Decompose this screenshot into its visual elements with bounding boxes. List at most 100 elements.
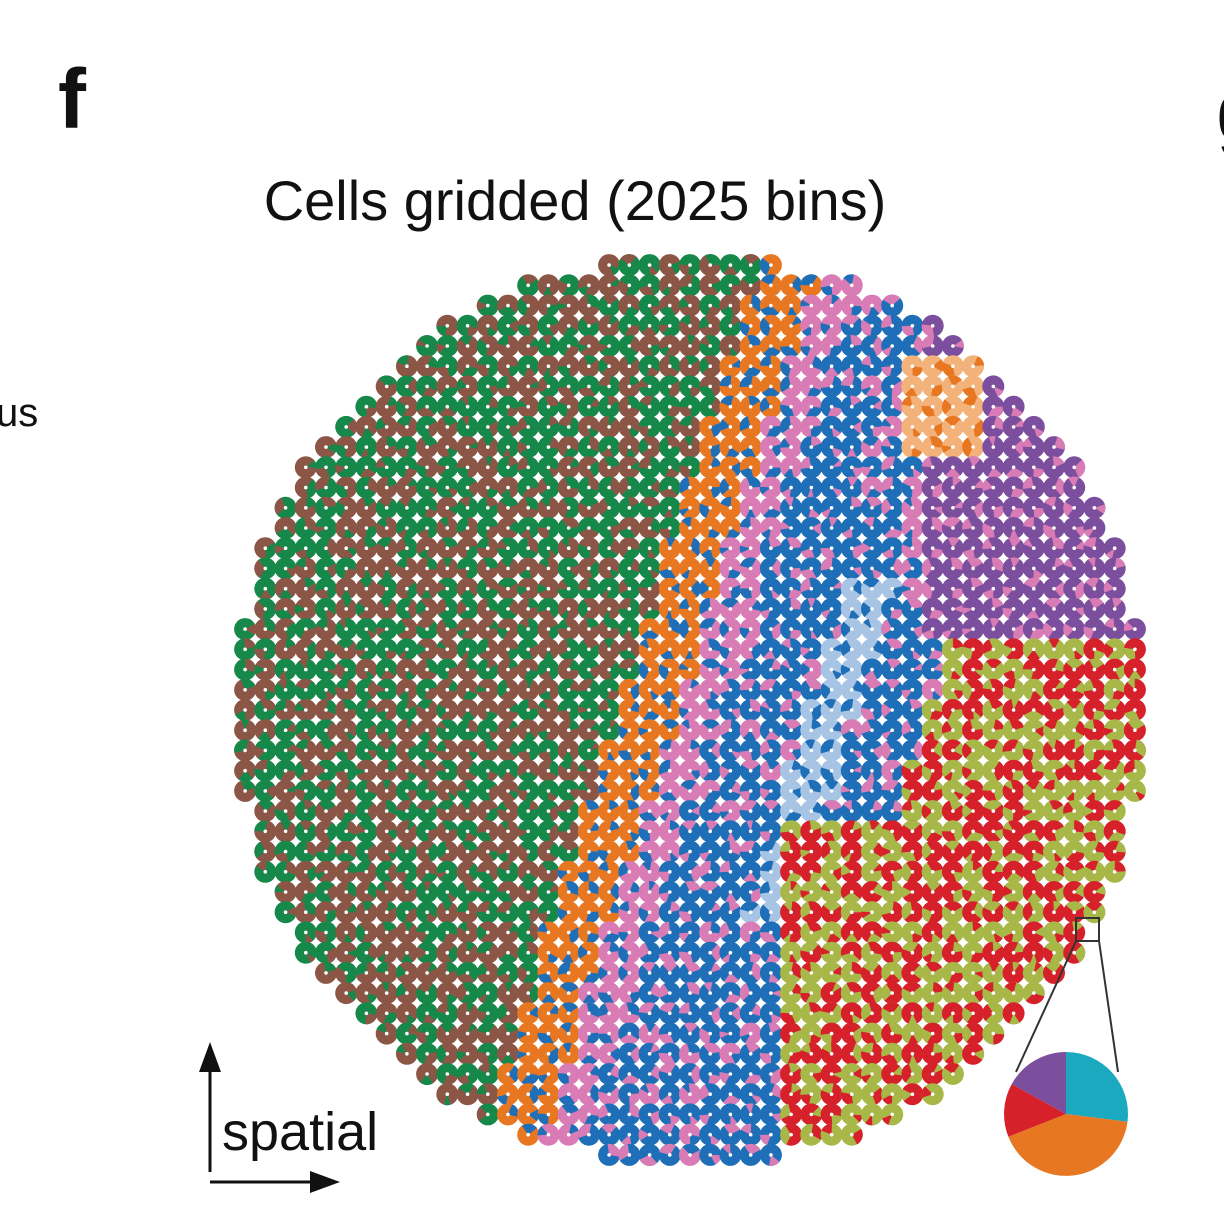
bin-center	[283, 748, 288, 753]
bin-center	[526, 283, 530, 288]
bin-slice	[809, 820, 822, 832]
bin-center	[890, 991, 894, 995]
bin-center	[587, 546, 591, 550]
bin-slice	[528, 921, 540, 941]
bin-center	[748, 789, 753, 793]
bin-slice	[982, 842, 994, 862]
bin-slice	[783, 719, 801, 731]
bin-center	[688, 748, 692, 753]
bin-slice	[476, 941, 494, 953]
bin-slice	[649, 480, 661, 494]
bin-center	[506, 950, 510, 955]
bin-slice	[991, 597, 1004, 609]
bin-center	[789, 526, 793, 530]
bin-slice	[386, 396, 398, 407]
bin-center	[607, 688, 611, 692]
bin-center	[587, 930, 591, 935]
bin-slice	[355, 924, 367, 943]
bin-center	[546, 1072, 551, 1076]
bin-center	[445, 425, 450, 429]
bin-slice	[624, 305, 639, 317]
bin-slice	[537, 527, 549, 540]
bin-center	[809, 930, 814, 935]
bin-center	[566, 829, 571, 834]
bin-slice	[851, 1114, 863, 1123]
bin-center	[870, 1052, 874, 1056]
bin-center	[971, 364, 975, 369]
bin-slice	[447, 487, 459, 498]
bin-center	[587, 950, 591, 955]
bin-center	[930, 930, 935, 935]
bin-center	[384, 870, 389, 874]
bin-slice	[679, 951, 694, 964]
bin-center	[991, 404, 996, 409]
bin-center	[384, 748, 389, 753]
bin-center	[384, 1011, 389, 1016]
bin-center	[789, 849, 793, 854]
bin-center	[829, 1011, 834, 1016]
bin-slice	[685, 880, 701, 892]
bin-center	[809, 789, 814, 793]
bin-slice	[864, 678, 882, 690]
bin-slice	[667, 406, 681, 418]
bin-slice	[1033, 962, 1042, 973]
bin-slice	[537, 1087, 549, 1096]
bin-slice	[759, 740, 771, 756]
bin-slice	[278, 588, 293, 600]
bin-center	[647, 364, 652, 369]
bin-center	[566, 324, 571, 328]
bin-slice	[840, 639, 852, 656]
bin-slice	[669, 851, 679, 863]
bin-slice	[681, 820, 697, 832]
bin-slice	[638, 1129, 650, 1141]
bin-center	[344, 789, 349, 793]
bin-center	[344, 445, 349, 449]
bin-slice	[521, 487, 540, 499]
bin-center	[1112, 849, 1117, 854]
bin-center	[1052, 789, 1056, 793]
bin-center	[769, 1011, 773, 1016]
bin-center	[951, 667, 955, 672]
bin-center	[850, 728, 854, 732]
bin-slice	[538, 608, 555, 620]
bin-slice	[860, 466, 872, 477]
bin-center	[708, 930, 712, 935]
bin-slice	[548, 790, 557, 802]
bin-center	[708, 1031, 712, 1036]
bin-center	[809, 688, 814, 692]
bin-center	[364, 890, 369, 894]
bin-slice	[962, 395, 978, 407]
bin-slice	[1054, 932, 1065, 943]
bin-center	[688, 404, 692, 409]
bin-slice	[315, 871, 326, 881]
bin-center	[465, 586, 470, 591]
bin-center	[1092, 748, 1097, 753]
bin-slice	[557, 638, 569, 656]
bin-center	[870, 586, 874, 591]
bin-slice	[578, 781, 589, 791]
bin-center	[870, 688, 874, 692]
bin-center	[344, 829, 349, 834]
bin-slice	[485, 710, 498, 721]
bin-center	[445, 748, 450, 753]
bin-slice	[750, 1004, 762, 1017]
bin-slice	[1002, 644, 1014, 658]
bin-center	[890, 789, 894, 793]
bin-slice	[780, 346, 799, 358]
bin-center	[566, 688, 571, 692]
bin-center	[769, 1072, 773, 1076]
bin-center	[850, 526, 854, 530]
bin-slice	[476, 925, 488, 941]
bin-center	[304, 566, 308, 571]
bin-center	[445, 1031, 450, 1036]
bin-slice	[783, 467, 794, 479]
bin-center	[607, 910, 611, 914]
bin-slice	[710, 741, 722, 759]
bin-slice	[406, 770, 417, 782]
bin-center	[728, 344, 733, 348]
bin-center	[728, 566, 733, 571]
bin-center	[364, 506, 369, 510]
bin-center	[1072, 890, 1076, 894]
bin-slice	[944, 1053, 954, 1065]
